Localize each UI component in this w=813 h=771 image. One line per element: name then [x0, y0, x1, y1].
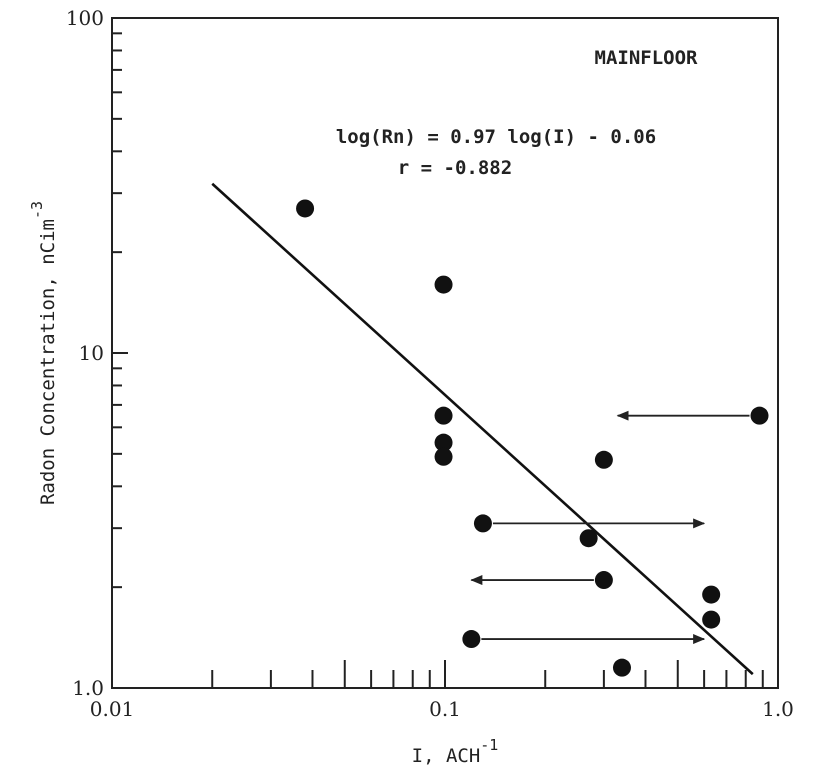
y-tick-label: 100	[66, 6, 104, 30]
correlation-coefficient: r = -0.882	[398, 157, 512, 179]
regression-equation: log(Rn) = 0.97 log(I) - 0.06	[336, 126, 656, 148]
data-points	[296, 199, 769, 677]
plot-frame	[111, 17, 779, 689]
y-axis-label: Radon Concentration, nCim-3	[28, 201, 59, 505]
y-tick-labels: 1.0 10 100	[66, 6, 104, 700]
regression-line	[211, 182, 754, 676]
x-tick-label: 0.01	[90, 697, 135, 721]
x-tick-label: 0.1	[429, 697, 461, 721]
x-tick-label: 1.0	[762, 697, 794, 721]
data-point	[462, 630, 481, 649]
data-point	[434, 447, 453, 466]
data-point	[594, 450, 613, 469]
minor-ticks	[112, 32, 764, 688]
data-point	[473, 514, 492, 533]
range-arrows	[470, 410, 750, 645]
data-point	[434, 275, 453, 294]
data-point	[579, 529, 598, 548]
data-point	[612, 658, 631, 677]
panel-label: MAINFLOOR	[595, 47, 699, 69]
data-point	[750, 406, 769, 425]
x-axis-label: I, ACH-1	[412, 736, 499, 767]
x-tick-labels: 0.01 0.1 1.0	[90, 697, 794, 721]
y-tick-label: 1.0	[72, 676, 104, 700]
data-point	[702, 610, 721, 629]
y-tick-label: 10	[79, 341, 104, 365]
data-point	[594, 571, 613, 590]
data-point	[434, 406, 453, 425]
data-point	[296, 199, 315, 218]
data-point	[434, 433, 453, 452]
data-point	[702, 585, 721, 604]
